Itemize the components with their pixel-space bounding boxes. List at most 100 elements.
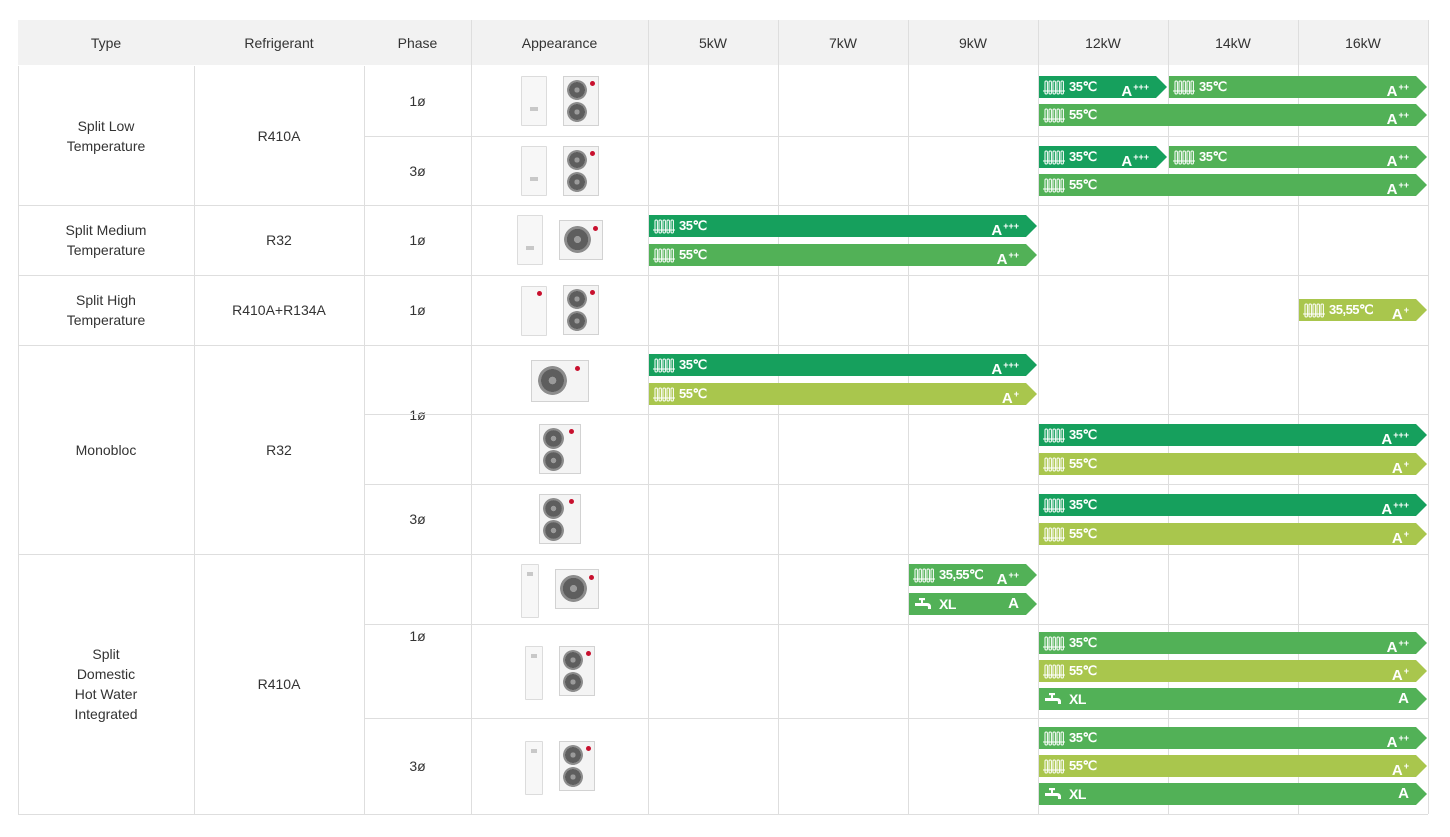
bar-temperature-label: 35,55℃ (939, 567, 984, 582)
radiator-icon (1043, 79, 1065, 95)
radiator-icon (1043, 635, 1065, 651)
bar-temperature-label: 55℃ (1069, 177, 1097, 192)
energy-rating-label: A+ (1391, 459, 1409, 477)
grid-line (1038, 20, 1039, 814)
indoor-unit-image (521, 76, 547, 126)
rating-plus: +++ (1133, 82, 1149, 92)
energy-rating-label: A++ (1386, 638, 1409, 656)
phase-cell: 1ø (409, 628, 426, 644)
type-split-high: Split High Temperature (66, 292, 146, 328)
bar-temperature-label: 35℃ (1069, 730, 1097, 745)
radiator-icon (913, 567, 935, 583)
tap-icon (1043, 691, 1065, 707)
grid-line (1428, 20, 1429, 814)
lg-logo-icon (593, 226, 598, 231)
phase-cell: 3ø (409, 162, 426, 179)
grid-line (18, 345, 1428, 346)
energy-rating-label: A+++ (1381, 500, 1409, 518)
fan-icon (563, 745, 583, 765)
grid-line (1298, 20, 1299, 814)
header-type: Type (90, 35, 122, 51)
refrigerant-split-medium: R32 (266, 232, 292, 248)
lg-logo-icon (589, 575, 594, 580)
energy-rating-label: A++ (1386, 733, 1409, 751)
fan-icon (567, 311, 587, 331)
efficiency-bar: 55℃ A+ (1039, 755, 1427, 777)
energy-rating-label: A++ (1386, 110, 1409, 128)
bar-temperature-label: 55℃ (1069, 456, 1097, 471)
fan-icon (567, 102, 587, 122)
energy-rating-label: A+ (1391, 305, 1409, 323)
radiator-icon (653, 218, 675, 234)
tap-icon (913, 596, 935, 612)
rating-plus: ++ (1398, 733, 1409, 743)
lg-logo-icon (569, 499, 574, 504)
type-split-dhw: Split Domestic Hot Water Integrated (74, 646, 138, 722)
radiator-icon (1043, 456, 1065, 472)
energy-rating-label: A+++ (991, 360, 1019, 378)
bar-temperature-label: 35℃ (1199, 149, 1227, 164)
efficiency-bar: 55℃ A++ (649, 244, 1037, 266)
energy-rating-label: A (1398, 690, 1409, 707)
bar-temperature-label: 35℃ (1069, 635, 1097, 650)
grid-line (18, 275, 1428, 276)
grid-line (908, 20, 909, 814)
refrigerant-monobloc: R32 (266, 441, 292, 458)
fan-icon (563, 650, 583, 670)
grid-line (648, 20, 649, 814)
efficiency-bar: 35℃ A+++ (1039, 76, 1167, 98)
fan-icon (563, 767, 583, 787)
radiator-icon (653, 357, 675, 373)
fan-icon (560, 575, 587, 602)
radiator-icon (1043, 663, 1065, 679)
grid-line (364, 484, 1428, 485)
rating-plus: + (1013, 389, 1019, 399)
rating-plus: +++ (1133, 152, 1149, 162)
grid-line (18, 554, 1428, 555)
hot-water-tank-image (525, 646, 543, 700)
bar-temperature-label: 55℃ (1069, 758, 1097, 773)
grid-line (194, 66, 195, 814)
rating-plus: + (1403, 529, 1409, 539)
energy-rating-label: A+ (1391, 529, 1409, 547)
bar-temperature-label: 55℃ (679, 247, 707, 262)
energy-rating-label: A+ (1391, 761, 1409, 779)
radiator-icon (653, 386, 675, 402)
display-panel-icon (530, 749, 538, 753)
energy-rating-label: A+ (1001, 389, 1019, 407)
rating-plus: + (1403, 459, 1409, 469)
fan-icon (543, 498, 564, 519)
efficiency-bar: 35℃ A+++ (1039, 146, 1167, 168)
bar-temperature-label: 35℃ (1069, 497, 1097, 512)
energy-rating-label: A++ (1386, 180, 1409, 198)
energy-rating-label: A+ (1391, 666, 1409, 684)
header-capacity-7kw: 7kW (829, 35, 857, 51)
lg-logo-icon (575, 366, 580, 371)
grid-line (1168, 20, 1169, 814)
energy-rating-label: A (1398, 785, 1409, 802)
efficiency-bar: 35℃ A+++ (1039, 424, 1427, 446)
efficiency-bar: 35,55℃ A++ (909, 564, 1037, 586)
efficiency-bar: 55℃ A++ (1039, 104, 1427, 126)
rating-plus: + (1403, 761, 1409, 771)
type-split-medium: Split Medium Temperature (65, 222, 147, 258)
bar-temperature-label: 55℃ (1069, 526, 1097, 541)
radiator-icon (1043, 427, 1065, 443)
indoor-unit-image (517, 215, 543, 265)
lg-logo-icon (590, 81, 595, 86)
radiator-icon (1043, 177, 1065, 193)
radiator-icon (1043, 107, 1065, 123)
rating-plus: ++ (1398, 110, 1409, 120)
fan-icon (564, 226, 591, 253)
bar-temperature-label: 35℃ (1069, 427, 1097, 442)
table-header (18, 20, 1428, 65)
energy-rating-label: A++ (996, 250, 1019, 268)
refrigerant-split-high: R410A+R134A (232, 302, 326, 318)
header-capacity-5kw: 5kW (699, 35, 727, 51)
grid-line (18, 66, 19, 814)
radiator-icon (1043, 526, 1065, 542)
bar-temperature-label: 35℃ (679, 357, 707, 372)
efficiency-bar: 55℃ A+ (649, 383, 1037, 405)
fan-icon (567, 289, 587, 309)
rating-plus: ++ (1008, 250, 1019, 260)
